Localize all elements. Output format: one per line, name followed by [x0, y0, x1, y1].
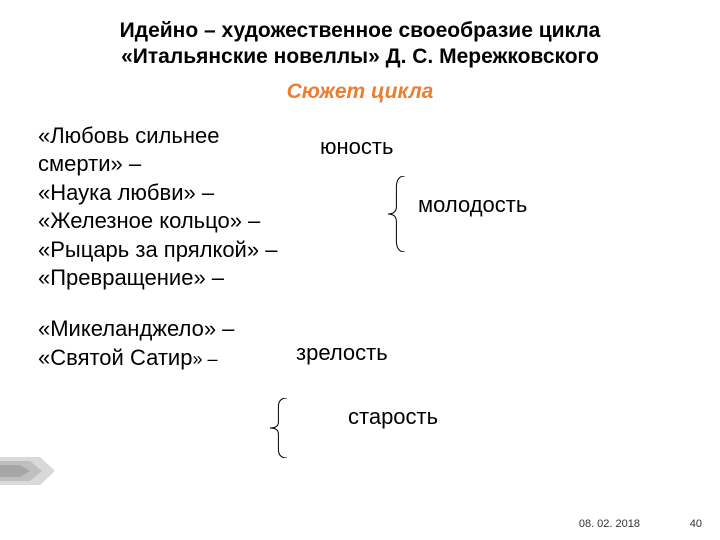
- left-block-3: «Рыцарь за прялкой» – «Превращение» –: [38, 236, 278, 293]
- brace-icon: [388, 176, 412, 252]
- left-block-2: «Наука любви» – «Железное кольцо» –: [38, 179, 278, 236]
- right-label-old-age: старость: [348, 404, 438, 430]
- title-line1: Идейно – художественное своеобразие цикл…: [40, 18, 680, 44]
- right-label-maturity: зрелость: [296, 340, 388, 366]
- footer-date: 08. 02. 2018: [579, 518, 640, 530]
- left-block-4a: «Микеланджело» –: [38, 316, 234, 341]
- corner-decor: [0, 457, 55, 485]
- slide-title: Идейно – художественное своеобразие цикл…: [0, 0, 720, 76]
- brace-icon: [270, 398, 294, 458]
- content-area: «Любовь сильнее смерти» – «Наука любви» …: [0, 104, 720, 504]
- left-column: «Любовь сильнее смерти» – «Наука любви» …: [38, 122, 278, 373]
- slide-subtitle: Сюжет цикла: [0, 80, 720, 104]
- left-block-4c: » –: [192, 349, 217, 369]
- right-label-young-adult: молодость: [418, 192, 527, 218]
- right-label-youth: юность: [320, 134, 393, 160]
- title-line2: «Итальянские новеллы» Д. С. Мережковског…: [40, 44, 680, 70]
- left-block-1: «Любовь сильнее смерти» –: [38, 122, 278, 179]
- footer-page: 40: [690, 518, 702, 530]
- left-block-4: «Микеланджело» – «Святой Сатир» –: [38, 315, 278, 372]
- left-block-4b: «Святой Сатир: [38, 345, 192, 370]
